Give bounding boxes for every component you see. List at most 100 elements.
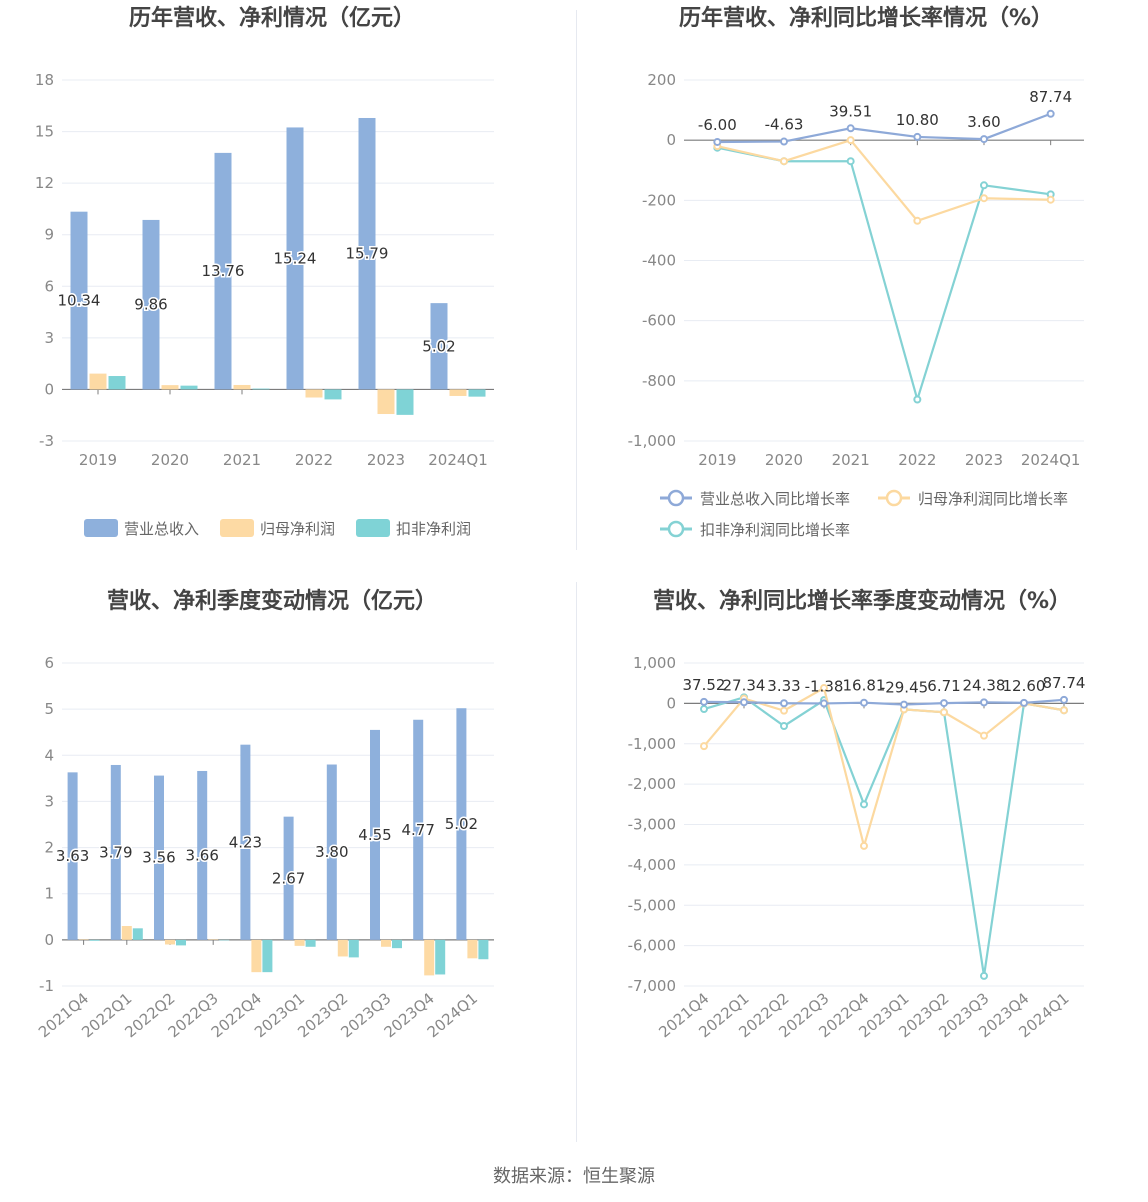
y-tick-label: -3,000 bbox=[628, 816, 676, 834]
series-line bbox=[703, 698, 1065, 706]
series-line bbox=[717, 112, 1052, 144]
line-point bbox=[780, 699, 788, 708]
bar bbox=[326, 764, 337, 940]
bar bbox=[456, 708, 467, 940]
line-point bbox=[1060, 706, 1068, 715]
legend-swatch bbox=[84, 519, 118, 537]
line-data-label: 27.34 bbox=[723, 676, 766, 694]
chart-panel-annual-revenue-profit: 历年营收、净利情况（亿元） 18 15 12 9 6 3 0 -3 2019 2020 2021 202… bbox=[0, 0, 574, 580]
bar bbox=[396, 389, 414, 415]
bar bbox=[89, 939, 100, 941]
series-line bbox=[703, 686, 1065, 851]
y-tick-label: 6 bbox=[44, 277, 54, 295]
annual-growth-rate-chart: 历年营收、净利同比增长率情况（%） 200 0 -200 -400 -600 -800 -1,… bbox=[628, 5, 1084, 539]
y-tick-label: -6,000 bbox=[628, 937, 676, 955]
line-data-label: 10.80 bbox=[896, 111, 939, 129]
y-tick-label: 1 bbox=[44, 885, 54, 903]
y-tick-label: 15 bbox=[35, 123, 54, 141]
bar bbox=[240, 744, 251, 940]
line-point bbox=[780, 706, 788, 715]
line-point bbox=[980, 731, 988, 740]
bar-data-label: 9.86 bbox=[134, 296, 167, 314]
bar bbox=[142, 219, 160, 390]
bar-data-label: 3.56 bbox=[142, 849, 175, 867]
y-tick-label: 6 bbox=[44, 654, 54, 672]
y-tick-label: 200 bbox=[647, 71, 676, 89]
line-point bbox=[980, 194, 988, 203]
bar bbox=[161, 385, 179, 390]
y-tick-label: -4,000 bbox=[628, 856, 676, 874]
line-data-label: 87.74 bbox=[1029, 88, 1072, 106]
bar bbox=[283, 816, 294, 940]
x-tick-label: 2023 bbox=[367, 451, 405, 469]
bar bbox=[370, 729, 380, 940]
legend-swatch-marker bbox=[885, 489, 903, 507]
bar bbox=[467, 939, 478, 959]
panel-divider-bottom bbox=[576, 582, 577, 1142]
bar bbox=[154, 775, 164, 940]
line-point bbox=[860, 698, 868, 707]
line-point bbox=[913, 216, 922, 225]
x-tick-label: 2021 bbox=[832, 451, 870, 469]
bar bbox=[424, 939, 435, 976]
bar-data-label: 5.02 bbox=[445, 815, 478, 833]
y-tick-label: -600 bbox=[642, 312, 676, 330]
bar bbox=[78, 939, 89, 940]
line-data-label: -4.63 bbox=[765, 116, 804, 134]
line-data-label: 12.60 bbox=[1003, 677, 1046, 695]
bar bbox=[176, 939, 186, 946]
bar-data-label: 15.24 bbox=[274, 249, 317, 267]
line-point bbox=[913, 395, 922, 404]
bar bbox=[70, 211, 88, 390]
y-tick-label: 2 bbox=[44, 839, 54, 857]
y-tick-label: 0 bbox=[666, 131, 676, 149]
y-tick-label: 5 bbox=[44, 700, 54, 718]
legend-label: 归母净利润 bbox=[260, 520, 335, 538]
y-tick-label: 9 bbox=[44, 226, 54, 244]
y-tick-label: 12 bbox=[35, 174, 54, 192]
line-point bbox=[780, 721, 788, 730]
line-data-label: 39.51 bbox=[829, 102, 872, 120]
bar bbox=[305, 389, 323, 398]
line-point bbox=[713, 137, 722, 146]
bar bbox=[208, 939, 219, 940]
chart-title: 历年营收、净利情况（亿元） bbox=[129, 5, 415, 31]
chart-title: 营收、净利同比增长率季度变动情况（%） bbox=[653, 588, 1071, 614]
bar bbox=[324, 389, 342, 400]
line-data-label: 24.38 bbox=[963, 676, 1006, 694]
x-tick-label: 2022 bbox=[898, 451, 936, 469]
bar-data-label: 15.79 bbox=[346, 245, 389, 263]
legend-label: 扣非净利润同比增长率 bbox=[700, 521, 850, 539]
bar bbox=[251, 939, 262, 973]
bar-data-label: 4.55 bbox=[358, 826, 391, 844]
bar-data-label: 13.76 bbox=[202, 262, 245, 280]
line-point bbox=[846, 136, 855, 145]
y-tick-label: 4 bbox=[44, 746, 54, 764]
bar bbox=[381, 939, 391, 947]
line-point bbox=[1020, 698, 1028, 707]
x-tick-label: 2019 bbox=[698, 451, 736, 469]
bar bbox=[89, 373, 107, 390]
line-data-label: 87.74 bbox=[1043, 674, 1086, 692]
legend-label: 营业总收入同比增长率 bbox=[700, 490, 850, 508]
legend-swatch bbox=[220, 519, 254, 537]
y-tick-label: -2,000 bbox=[628, 775, 676, 793]
line-point bbox=[1046, 109, 1055, 118]
bar bbox=[337, 939, 348, 957]
chart-title: 历年营收、净利同比增长率情况（%） bbox=[679, 5, 1053, 31]
line-point bbox=[820, 684, 828, 693]
y-tick-label: 3 bbox=[44, 792, 54, 810]
bar bbox=[219, 939, 230, 941]
bar-data-label: 3.79 bbox=[99, 843, 132, 861]
y-tick-label: -400 bbox=[642, 252, 676, 270]
bar-data-label: 5.02 bbox=[422, 337, 455, 355]
bar-data-label: 10.34 bbox=[58, 292, 101, 310]
bar bbox=[392, 939, 402, 949]
bar bbox=[214, 152, 232, 390]
bar bbox=[468, 389, 486, 397]
x-tick-label: 2020 bbox=[765, 451, 803, 469]
x-tick-label: 2024Q1 bbox=[1021, 451, 1081, 469]
bar bbox=[132, 928, 143, 940]
bar-data-label: 3.63 bbox=[56, 847, 89, 865]
bar bbox=[180, 385, 198, 390]
